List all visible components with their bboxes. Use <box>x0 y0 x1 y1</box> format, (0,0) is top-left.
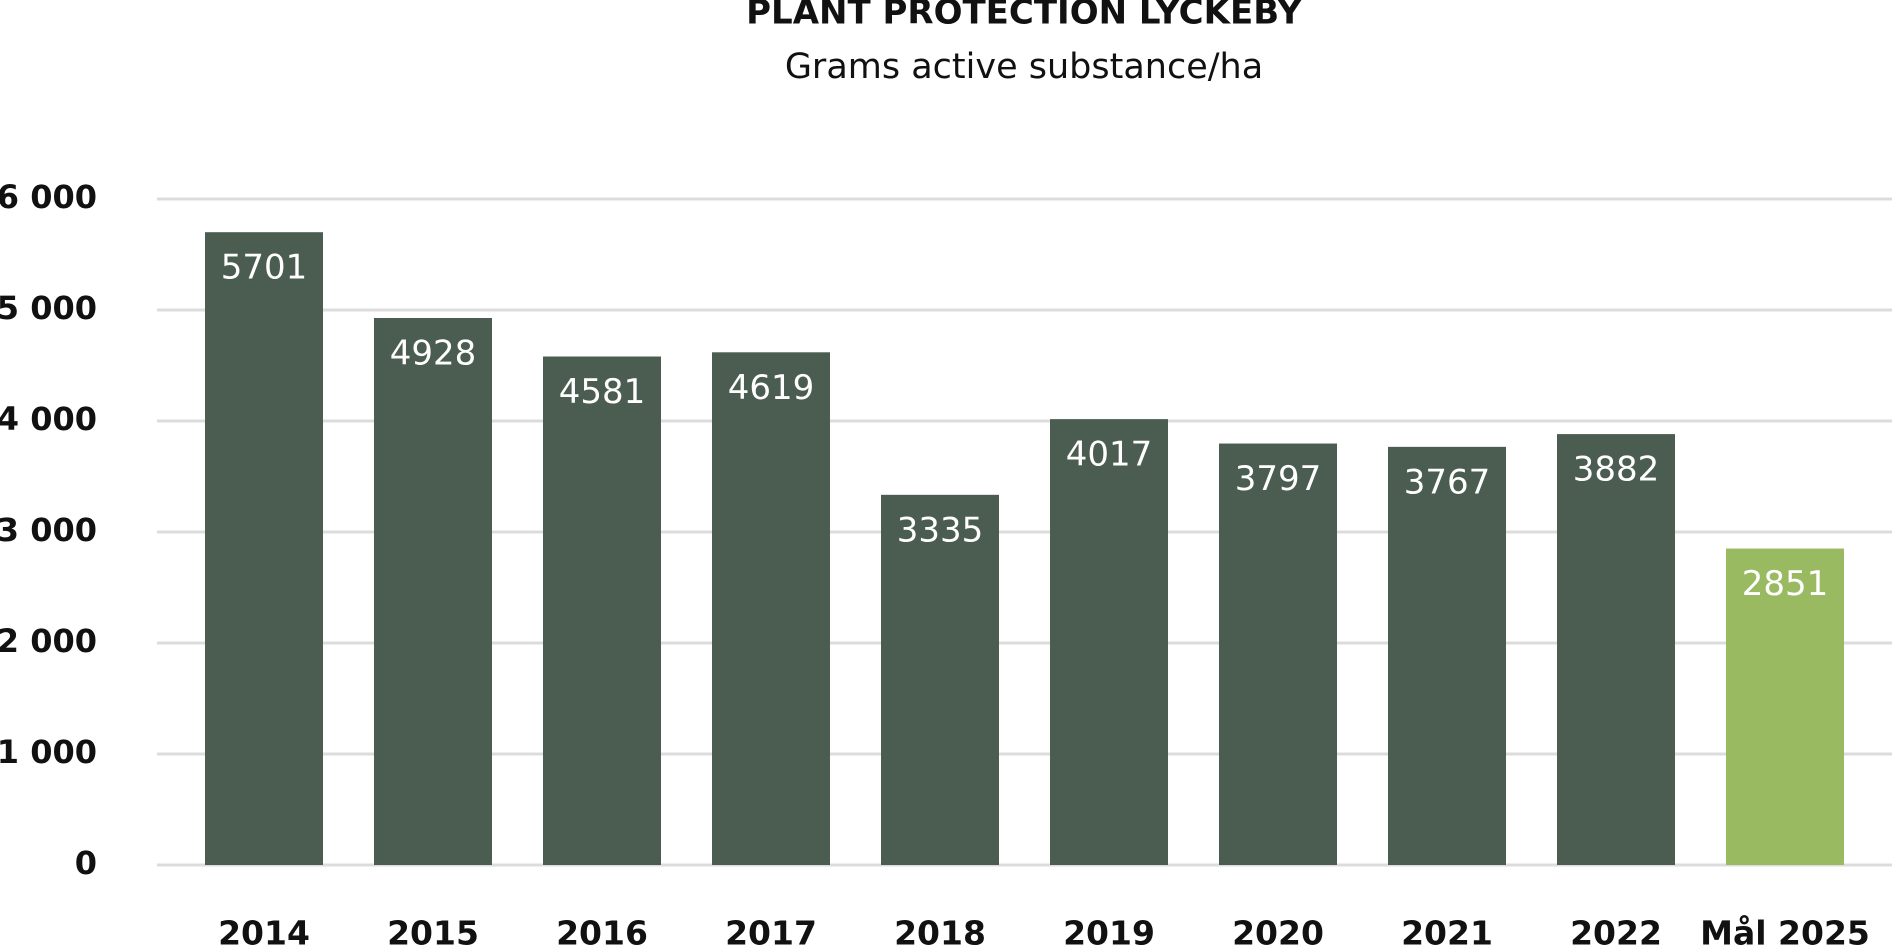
bar <box>1050 419 1168 865</box>
y-tick-label: 6 000 <box>0 178 97 216</box>
bar <box>1388 446 1506 865</box>
value-label: 4581 <box>559 372 646 412</box>
value-label: 3797 <box>1235 459 1322 499</box>
x-tick-label: 2021 <box>1401 914 1493 950</box>
value-label: 4928 <box>390 333 477 373</box>
y-tick-label: 4 000 <box>0 400 97 438</box>
chart-title: PLANT PROTECTION LYCKEBY <box>746 0 1302 33</box>
bar <box>1557 434 1675 865</box>
x-tick-label: 2014 <box>218 914 310 950</box>
bar <box>543 356 661 865</box>
x-tick-label: 2019 <box>1063 914 1155 950</box>
y-tick-label: 3 000 <box>0 511 97 549</box>
x-tick-label: 2015 <box>387 914 479 950</box>
bar <box>374 317 492 865</box>
value-label: 3335 <box>897 510 984 550</box>
y-tick-label: 5 000 <box>0 289 97 327</box>
bar <box>712 352 830 865</box>
value-label: 3767 <box>1404 462 1491 502</box>
bar <box>881 494 999 865</box>
value-label: 2851 <box>1742 564 1829 604</box>
x-tick-label: Mål 2025 <box>1700 914 1870 950</box>
x-tick-label: 2018 <box>894 914 986 950</box>
value-label: 4619 <box>728 368 815 408</box>
value-label: 5701 <box>221 248 308 288</box>
x-tick-label: 2022 <box>1570 914 1662 950</box>
y-tick-label: 1 000 <box>0 733 97 771</box>
value-label: 3882 <box>1573 450 1660 490</box>
bar <box>1726 548 1844 865</box>
bar <box>205 232 323 866</box>
x-tick-label: 2017 <box>725 914 817 950</box>
y-tick-label: 0 <box>75 844 97 882</box>
x-tick-label: 2020 <box>1232 914 1324 950</box>
bar <box>1219 443 1337 865</box>
y-tick-label: 2 000 <box>0 622 97 660</box>
chart-subtitle: Grams active substance/ha <box>785 47 1263 87</box>
x-tick-label: 2016 <box>556 914 648 950</box>
value-label: 4017 <box>1066 435 1153 475</box>
